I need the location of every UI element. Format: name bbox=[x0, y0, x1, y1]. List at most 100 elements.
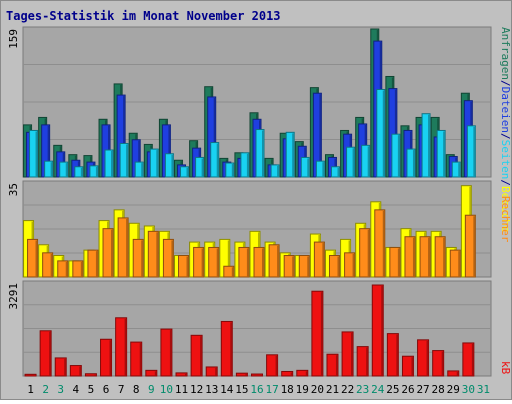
day-label-2: 2 bbox=[42, 383, 49, 396]
bar-shadow bbox=[49, 331, 52, 376]
bar-kB-day-3 bbox=[54, 357, 67, 377]
bar-kB-day-21 bbox=[326, 353, 339, 377]
bar-shadow bbox=[109, 340, 112, 376]
bar-shadow bbox=[443, 131, 446, 177]
bar-Rechner-day-5 bbox=[87, 249, 99, 278]
bar-Rechner-day-7 bbox=[117, 217, 129, 278]
bar-shadow bbox=[262, 248, 264, 277]
bar-shadow bbox=[292, 133, 295, 177]
bar-shadow bbox=[80, 167, 83, 177]
x-axis-day-labels: 1 2 3 4 5 6 7 8 9 10 11 12 13 14 15 16 17 18 19 20 21 22 23 24 2… bbox=[27, 383, 490, 396]
day-label-6: 6 bbox=[103, 383, 110, 396]
bar-Rechner-day-14 bbox=[223, 265, 235, 278]
bar-Rechner-day-12 bbox=[193, 246, 205, 278]
day-label-28: 28 bbox=[432, 383, 445, 396]
bar-shadow bbox=[35, 131, 38, 177]
bar-shadow bbox=[126, 144, 129, 177]
bar-kB-day-22 bbox=[341, 331, 354, 377]
bar-shadow bbox=[305, 371, 308, 376]
legend-entry: Dateien bbox=[499, 87, 512, 133]
bar-Rechner-day-19 bbox=[298, 255, 310, 278]
bar-kB-day-2 bbox=[39, 330, 52, 377]
bar-kB-day-27 bbox=[417, 339, 430, 377]
bar-shadow bbox=[171, 240, 174, 277]
bar-shadow bbox=[426, 340, 429, 376]
legend-entry: Seiten bbox=[499, 140, 512, 180]
bar-Rechner-day-24 bbox=[374, 209, 386, 278]
bar-shadow bbox=[277, 165, 280, 177]
bar-shadow bbox=[141, 240, 144, 277]
bar-shadow bbox=[262, 130, 264, 177]
day-label-21: 21 bbox=[326, 383, 339, 396]
bar-Rechner-day-28 bbox=[434, 236, 446, 278]
day-label-8: 8 bbox=[133, 383, 140, 396]
bar-shadow bbox=[186, 256, 189, 277]
bar-shadow bbox=[79, 366, 82, 376]
day-label-30: 30 bbox=[462, 383, 475, 396]
bar-kB-day-4 bbox=[69, 365, 82, 377]
bar-kB-day-11 bbox=[175, 372, 188, 377]
bar-Seiten-day-26 bbox=[406, 148, 416, 178]
series-kB bbox=[24, 284, 475, 377]
bar-shadow bbox=[458, 251, 461, 277]
bar-Rechner-day-23 bbox=[359, 228, 371, 278]
day-label-4: 4 bbox=[73, 383, 80, 396]
bar-Seiten-day-25 bbox=[391, 133, 401, 178]
bar-kB-day-14 bbox=[220, 320, 233, 377]
y-max-label-middle: 35 bbox=[7, 183, 20, 196]
bar-Seiten-day-2 bbox=[44, 160, 54, 178]
bar-kB-day-23 bbox=[356, 346, 369, 377]
day-label-5: 5 bbox=[88, 383, 95, 396]
bar-shadow bbox=[367, 229, 370, 277]
bar-shadow bbox=[95, 166, 98, 177]
bar-shadow bbox=[412, 150, 415, 177]
bar-shadow bbox=[352, 253, 355, 277]
bar-shadow bbox=[124, 318, 127, 376]
bar-Seiten-day-30 bbox=[466, 125, 476, 178]
day-label-19: 19 bbox=[296, 383, 309, 396]
bar-shadow bbox=[441, 351, 444, 376]
bar-kB-day-15 bbox=[235, 372, 248, 377]
bar-kB-day-10 bbox=[160, 328, 173, 377]
day-label-7: 7 bbox=[118, 383, 125, 396]
bar-Rechner-day-27 bbox=[419, 236, 431, 278]
chart-panels: 159 35 3291 bbox=[7, 26, 492, 377]
legend-entry: Besuche bbox=[499, 186, 512, 232]
panel-bottom: 3291 bbox=[7, 280, 492, 377]
day-label-22: 22 bbox=[341, 383, 354, 396]
bar-Rechner-day-1 bbox=[27, 238, 39, 278]
bar-kB-day-19 bbox=[296, 369, 309, 377]
bar-shadow bbox=[443, 237, 446, 277]
bar-shadow bbox=[428, 114, 431, 177]
bar-shadow bbox=[231, 267, 234, 277]
bar-Seiten-day-27 bbox=[421, 113, 431, 178]
bar-Rechner-day-2 bbox=[42, 252, 54, 278]
bar-Rechner-day-20 bbox=[313, 241, 325, 278]
bar-shadow bbox=[200, 336, 203, 376]
day-label-18: 18 bbox=[281, 383, 294, 396]
bar-shadow bbox=[156, 150, 159, 177]
bar-shadow bbox=[397, 248, 400, 277]
day-label-15: 15 bbox=[235, 383, 248, 396]
bar-shadow bbox=[290, 372, 293, 376]
bar-shadow bbox=[382, 90, 385, 177]
bar-shadow bbox=[50, 253, 53, 277]
bar-Seiten-day-7 bbox=[119, 142, 129, 178]
series-Seiten bbox=[29, 89, 476, 178]
bar-shadow bbox=[337, 167, 340, 177]
bar-shadow bbox=[231, 164, 234, 177]
day-label-16: 16 bbox=[250, 383, 263, 396]
day-label-17: 17 bbox=[265, 383, 278, 396]
day-label-13: 13 bbox=[205, 383, 218, 396]
y-max-label-bottom: 3291 bbox=[7, 283, 20, 310]
day-label-23: 23 bbox=[356, 383, 369, 396]
bar-shadow bbox=[245, 374, 248, 376]
bar-shadow bbox=[394, 89, 397, 177]
bar-shadow bbox=[171, 154, 174, 177]
bar-Rechner-day-11 bbox=[178, 255, 190, 278]
bar-shadow bbox=[456, 371, 459, 376]
bar-shadow bbox=[139, 343, 142, 376]
bar-shadow bbox=[277, 245, 280, 277]
